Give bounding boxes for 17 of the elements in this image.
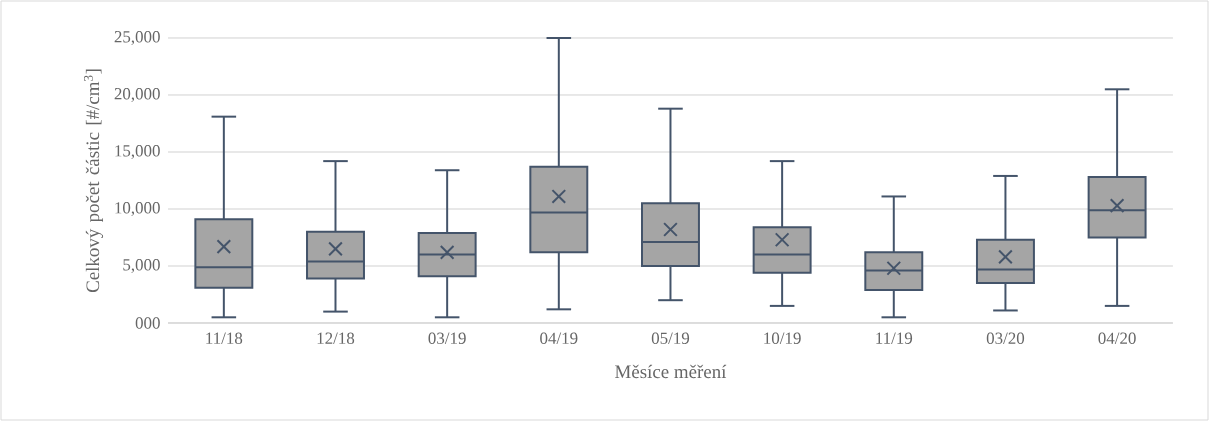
y-tick-label: 20,000: [114, 88, 160, 102]
x-tick-label: 04/19: [540, 332, 578, 344]
x-tick-label: 11/19: [876, 332, 913, 344]
x-tick-label: 10/19: [764, 332, 801, 344]
y-tick-label: 000: [135, 317, 160, 329]
y-tick-label: 15,000: [115, 145, 160, 159]
y-tick-label: 5,000: [123, 259, 160, 273]
x-tick-label: 11/18: [206, 332, 243, 344]
x-tick-label: 04/20: [1098, 332, 1136, 344]
x-tick-label: 05/19: [651, 332, 690, 344]
y-tick-label: 25,000: [114, 31, 160, 45]
x-tick-label: 12/18: [317, 332, 355, 344]
x-axis-title: Měsíce měření: [615, 364, 727, 379]
x-tick-label: 03/20: [986, 332, 1025, 344]
y-tick-label: 10,000: [115, 202, 160, 216]
y-axis-title: Celkový počet částic [#/cm$^{3}$]: [83, 69, 104, 293]
x-tick-label: 03/19: [428, 332, 466, 344]
